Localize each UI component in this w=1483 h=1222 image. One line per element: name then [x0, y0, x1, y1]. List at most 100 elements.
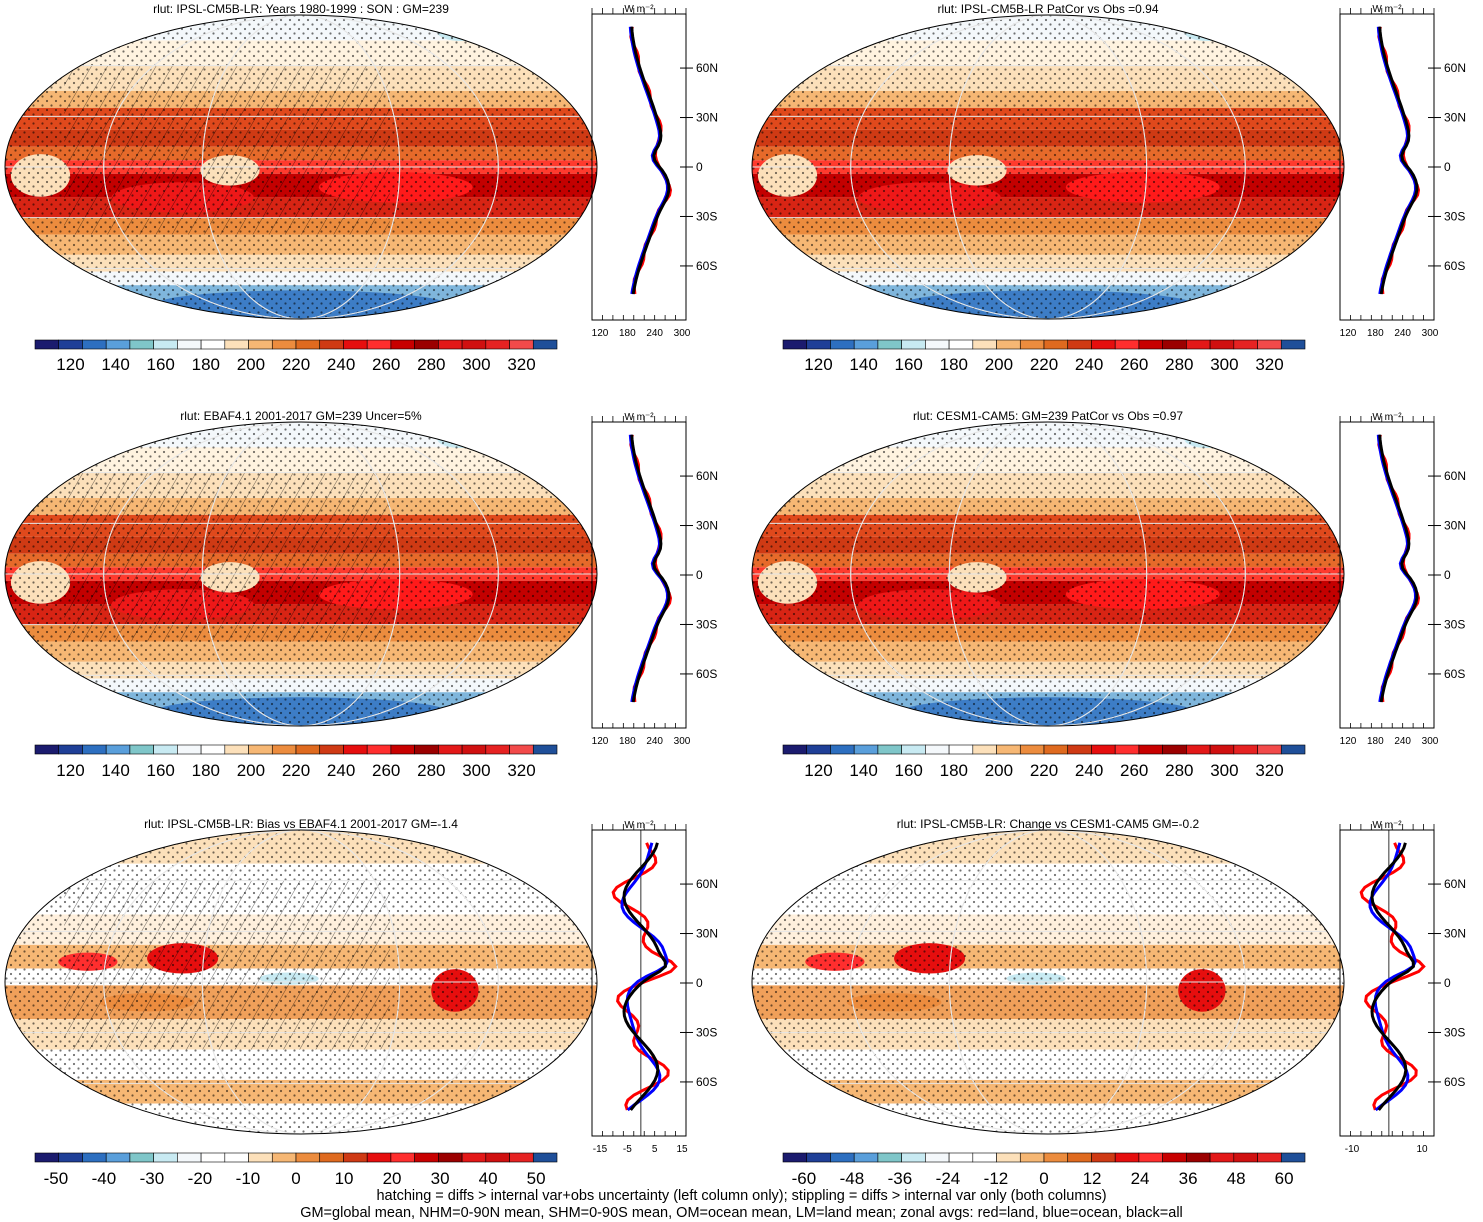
colorbar-swatch: [1186, 339, 1211, 350]
colorbar-tick-label: 240: [1075, 761, 1103, 780]
colorbar-swatch: [1209, 339, 1235, 350]
colorbar-swatch: [806, 339, 831, 350]
panel-4-title: rlut: CESM1-CAM5: GM=239 PatCor vs Obs =…: [913, 409, 1183, 423]
zonal-ocean-curve: [628, 26, 670, 295]
zonal-units-label: W m⁻²: [624, 412, 654, 423]
colorbar-swatch: [200, 744, 226, 755]
colorbar-swatch: [177, 339, 202, 350]
colorbar-tick-label: 280: [1165, 355, 1193, 374]
colorbar-swatch: [248, 1152, 273, 1163]
colorbar-swatch: [58, 339, 83, 350]
zonal-x-tick-label: -5: [623, 1144, 632, 1155]
panel-6: rlut: IPSL-CM5B-LR: Change vs CESM1-CAM5…: [751, 817, 1466, 1188]
zonal-x-tick-label: 15: [676, 1144, 688, 1155]
colorbar-swatch: [1233, 744, 1258, 755]
zonal-lat-label: 30S: [1444, 209, 1465, 223]
colorbar-tick-label: 40: [479, 1169, 498, 1188]
zonal-x-tick-label: 120: [592, 736, 609, 747]
colorbar-tick-label: -10: [236, 1169, 261, 1188]
panel-3-zonal-plot: 60N 30N 0 30S 60S W m⁻² 120 180 240 300: [591, 412, 718, 747]
colorbar-swatch: [1019, 1152, 1045, 1163]
zonal-lat-label: 60N: [696, 61, 718, 75]
colorbar-swatch: [925, 744, 950, 755]
colorbar-swatch: [830, 744, 855, 755]
panel-5-zonal-plot: 60N 30N 0 30S 60S W m⁻² -15 -5 5 15: [591, 820, 718, 1155]
zonal-ocean-curve: [1376, 434, 1418, 703]
colorbar-swatch: [532, 1152, 558, 1163]
colorbar-swatch: [877, 339, 902, 350]
panel-2-zonal-plot: 60N 30N 0 30S 60S W m⁻² 120 180 240 300: [1339, 4, 1466, 339]
zonal-lat-label: 60N: [1444, 61, 1466, 75]
colorbar-swatch: [877, 1152, 902, 1163]
colorbar-tick-label: 50: [527, 1169, 546, 1188]
colorbar-swatch: [1138, 1152, 1163, 1163]
colorbar-tick-label: 12: [1083, 1169, 1102, 1188]
colorbar-tick-label: 120: [804, 355, 832, 374]
colorbar-swatch: [366, 339, 392, 350]
zonal-lat-label: 0: [696, 976, 703, 990]
zonal-land-curve: [611, 842, 678, 1111]
colorbar-swatch: [925, 1152, 950, 1163]
colorbar-tick-label: -50: [44, 1169, 69, 1188]
colorbar-swatch: [295, 1152, 321, 1163]
zonal-x-tick-label: -10: [1345, 1144, 1360, 1155]
colorbar-swatch: [509, 339, 534, 350]
zonal-x-tick-label: 240: [646, 328, 663, 339]
colorbar-swatch: [319, 339, 344, 350]
zonal-lat-label: 0: [1444, 160, 1451, 174]
zonal-lat-label: 30N: [1444, 519, 1466, 533]
zonal-units-label: W m⁻²: [624, 4, 654, 15]
colorbar-tick-label: 140: [849, 355, 877, 374]
colorbar-swatch: [224, 744, 249, 755]
colorbar-tick-label: 280: [417, 761, 445, 780]
colorbar-tick-label: 20: [383, 1169, 402, 1188]
colorbar-swatch: [948, 1152, 974, 1163]
colorbar-tick-label: 160: [895, 355, 923, 374]
colorbar-swatch: [1067, 339, 1092, 350]
colorbar-tick-label: -36: [888, 1169, 913, 1188]
panel-2-map-border: [751, 14, 1345, 320]
colorbar-tick-label: 300: [1210, 355, 1238, 374]
colorbar-swatch: [390, 744, 415, 755]
zonal-x-tick-label: 300: [674, 328, 691, 339]
colorbar-tick-label: 120: [804, 761, 832, 780]
colorbar-tick-label: 280: [417, 355, 445, 374]
panel-6-title: rlut: IPSL-CM5B-LR: Change vs CESM1-CAM5…: [897, 817, 1200, 831]
zonal-x-tick-label: 240: [646, 736, 663, 747]
colorbar-swatch: [438, 339, 463, 350]
zonal-x-tick-label: 300: [1422, 736, 1439, 747]
colorbar-tick-label: 24: [1131, 1169, 1150, 1188]
colorbar-swatch: [1186, 1152, 1211, 1163]
zonal-units-label: W m⁻²: [1372, 820, 1402, 831]
zonal-units-label: W m⁻²: [624, 820, 654, 831]
colorbar-swatch: [58, 1152, 83, 1163]
colorbar-tick-label: 48: [1227, 1169, 1246, 1188]
zonal-lat-label: 30N: [696, 927, 718, 941]
colorbar-tick-label: -60: [792, 1169, 817, 1188]
zonal-ocean-curve: [628, 434, 670, 703]
panel-2-map: [752, 15, 1344, 319]
panel-5-title: rlut: IPSL-CM5B-LR: Bias vs EBAF4.1 2001…: [144, 817, 458, 831]
colorbar-swatch: [509, 1152, 534, 1163]
colorbar-swatch: [853, 744, 879, 755]
zonal-lat-label: 0: [696, 160, 703, 174]
colorbar-tick-label: 200: [237, 761, 265, 780]
colorbar-swatch: [901, 339, 926, 350]
colorbar-swatch: [248, 339, 273, 350]
colorbar-tick-label: -24: [936, 1169, 961, 1188]
zonal-x-tick-label: 240: [1394, 736, 1411, 747]
zonal-lat-label: 30N: [696, 111, 718, 125]
zonal-lat-label: 60N: [1444, 469, 1466, 483]
colorbar-swatch: [438, 744, 463, 755]
colorbar-swatch: [1233, 339, 1258, 350]
colorbar-tick-label: 0: [1039, 1169, 1048, 1188]
colorbar-swatch: [485, 339, 510, 350]
colorbar-swatch: [1114, 744, 1140, 755]
zonal-lat-label: 60N: [696, 877, 718, 891]
colorbar-swatch: [414, 1152, 439, 1163]
colorbar-swatch: [532, 744, 558, 755]
colorbar-swatch: [806, 1152, 831, 1163]
colorbar-swatch: [34, 339, 60, 350]
colorbar-tick-label: 240: [327, 355, 355, 374]
